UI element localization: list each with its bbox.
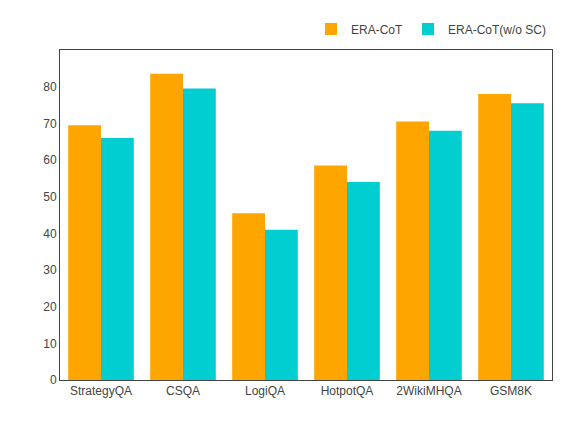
svg-text:LogiQA: LogiQA (245, 384, 285, 398)
svg-text:70: 70 (43, 117, 57, 131)
svg-text:20: 20 (43, 300, 57, 314)
svg-text:StrategyQA: StrategyQA (70, 384, 132, 398)
svg-text:CSQA: CSQA (166, 384, 200, 398)
svg-text:0: 0 (50, 373, 57, 387)
svg-text:40: 40 (43, 227, 57, 241)
svg-text:60: 60 (43, 153, 57, 167)
svg-text:50: 50 (43, 190, 57, 204)
svg-text:30: 30 (43, 263, 57, 277)
svg-text:ERA-CoT(w/o SC): ERA-CoT(w/o SC) (448, 23, 546, 37)
svg-text:HotpotQA: HotpotQA (321, 384, 374, 398)
svg-text:2WikiMHQA: 2WikiMHQA (396, 384, 461, 398)
svg-text:80: 80 (43, 80, 57, 94)
svg-text:GSM8K: GSM8K (490, 384, 532, 398)
svg-text:ERA-CoT: ERA-CoT (351, 23, 403, 37)
svg-text:10: 10 (43, 337, 57, 351)
